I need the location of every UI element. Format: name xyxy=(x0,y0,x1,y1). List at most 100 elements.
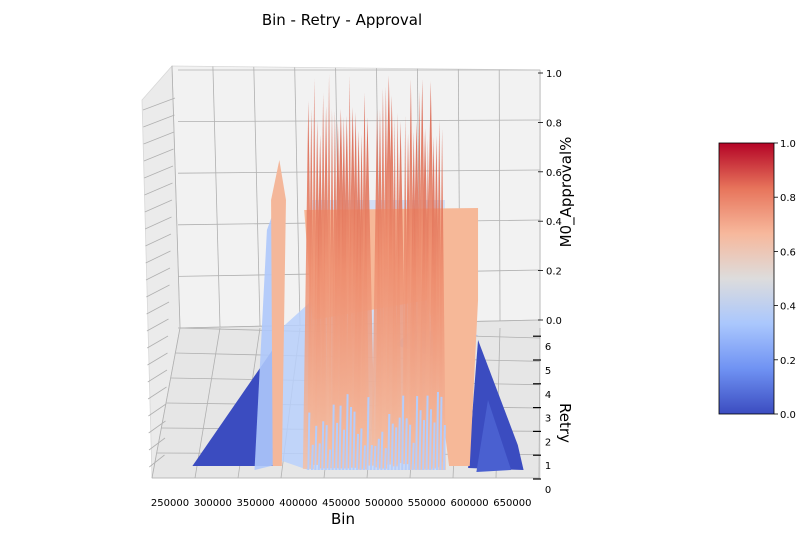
surface-streak xyxy=(394,427,398,471)
y-tick-label: 6 xyxy=(545,342,551,353)
surface-streak xyxy=(442,425,446,471)
grid-line xyxy=(145,267,171,281)
surface-streak xyxy=(422,420,426,471)
surface-spike xyxy=(438,128,446,470)
surface-streak xyxy=(321,421,325,471)
surface-streak xyxy=(429,409,433,471)
surface-streak xyxy=(390,423,394,471)
surface-streak xyxy=(411,442,415,471)
grid-line xyxy=(145,250,171,264)
surface-plot xyxy=(192,74,524,472)
grid-line xyxy=(145,233,172,247)
surface-streak xyxy=(387,413,391,471)
grid-line xyxy=(144,199,173,213)
chart-title: Bin - Retry - Approval xyxy=(262,11,422,29)
z-tick-label: 1.0 xyxy=(546,69,562,80)
y-tick-label: 1 xyxy=(545,461,551,472)
y-tick-label: 2 xyxy=(545,437,551,448)
surface-streak xyxy=(439,396,443,471)
grid-line xyxy=(149,454,165,468)
grid-line xyxy=(147,352,168,366)
surface-streak xyxy=(404,418,408,471)
surface-streak xyxy=(352,411,356,471)
grid-line xyxy=(151,327,181,479)
grid-line xyxy=(143,114,175,128)
surface-streak xyxy=(356,433,360,471)
colorbar-tick-label: 0.2 xyxy=(780,356,796,367)
y-tick-label: 4 xyxy=(545,390,551,401)
surface-streak xyxy=(349,406,353,471)
surface-streak xyxy=(408,424,412,471)
colorbar-tick-label: 0.6 xyxy=(780,247,796,258)
surface-streak xyxy=(359,428,363,471)
y-tick-label: 5 xyxy=(545,366,551,377)
surface-streak xyxy=(435,391,439,471)
grid-line xyxy=(177,119,541,122)
grid-line xyxy=(148,420,166,434)
surface-streak xyxy=(317,443,321,471)
x-tick-label: 300000 xyxy=(194,498,232,509)
surface-streak xyxy=(310,444,314,471)
surface-streak xyxy=(432,422,436,471)
surface-streak xyxy=(307,412,311,471)
grid-line xyxy=(146,284,170,298)
surface-streak xyxy=(418,410,422,471)
x-tick-label: 600000 xyxy=(451,498,489,509)
surface-facet xyxy=(476,400,512,472)
grid-line xyxy=(146,318,169,332)
grid-line xyxy=(144,216,172,230)
x-tick-label: 550000 xyxy=(408,498,446,509)
surface-streak xyxy=(380,431,384,471)
colorbar-tick-label: 0.4 xyxy=(780,302,796,313)
x-axis-label: Bin xyxy=(331,510,355,528)
z-axis-ticks: 0.0 0.2 0.4 0.6 0.8 1.0 xyxy=(538,69,562,327)
surface-streak xyxy=(415,396,419,471)
grid-line xyxy=(147,369,168,383)
x-tick-label: 650000 xyxy=(493,498,531,509)
surface-spike xyxy=(359,117,376,466)
colorbar: 0.0 0.2 0.4 0.6 0.8 1.0 xyxy=(718,139,796,421)
surface-streak xyxy=(369,444,373,471)
grid-line xyxy=(144,165,174,179)
colorbar-ticks: 0.0 0.2 0.4 0.6 0.8 1.0 xyxy=(774,139,796,421)
y-axis-label: Retry xyxy=(556,403,574,443)
grid-line xyxy=(498,69,501,321)
x-tick-label: 250000 xyxy=(151,498,189,509)
x-axis-ticks: 250000 300000 350000 400000 450000 500000 5500… xyxy=(151,498,532,509)
grid-line xyxy=(171,65,181,329)
surface-streak xyxy=(345,394,349,471)
y-tick-label: 0 xyxy=(545,485,551,496)
grid-line xyxy=(194,327,221,479)
z-axis-label: M0_Approval% xyxy=(557,137,576,248)
z-tick-label: 0.6 xyxy=(546,168,562,179)
surface-streak xyxy=(331,404,335,471)
x-tick-label: 450000 xyxy=(322,498,360,509)
x-tick-label: 350000 xyxy=(237,498,275,509)
grid-line xyxy=(294,67,301,326)
grid-line xyxy=(147,386,167,400)
surface-streak xyxy=(401,395,405,471)
surface-streak xyxy=(383,448,387,471)
x-tick-label: 400000 xyxy=(279,498,317,509)
z-tick-label: 0.4 xyxy=(546,217,562,228)
surface-streak xyxy=(376,438,380,471)
grid-line xyxy=(148,437,166,451)
grid-line xyxy=(146,301,170,315)
y-tick-label: 3 xyxy=(545,414,551,425)
grid-line xyxy=(212,66,221,328)
grid-line xyxy=(148,403,167,417)
z-tick-label: 0.0 xyxy=(546,316,562,327)
z-tick-label: 0.8 xyxy=(546,118,562,129)
colorbar-gradient xyxy=(718,142,775,415)
surface-streak xyxy=(338,405,342,471)
surface-streak xyxy=(328,449,332,471)
grid-line xyxy=(144,182,173,196)
surface-streak xyxy=(342,429,346,471)
surface-streak xyxy=(362,445,366,471)
colorbar-tick-label: 0.8 xyxy=(780,193,796,204)
surface-streak xyxy=(335,422,339,471)
x-tick-label: 500000 xyxy=(365,498,403,509)
surface-streak xyxy=(366,397,370,471)
grid-line xyxy=(143,148,174,162)
